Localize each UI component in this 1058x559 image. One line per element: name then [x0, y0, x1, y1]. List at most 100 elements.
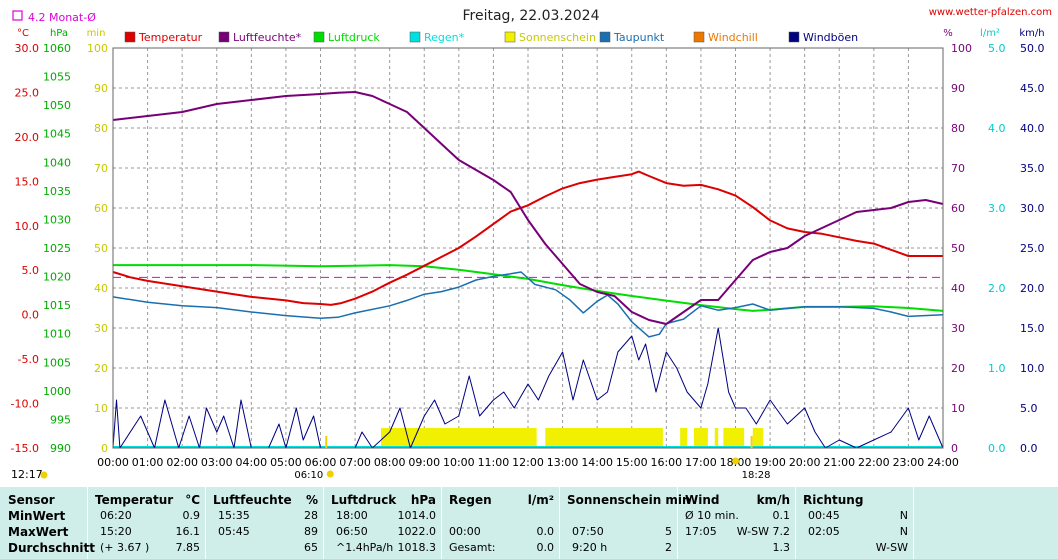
legend-swatch	[313, 31, 325, 43]
tick-label-sun: 60	[94, 202, 108, 215]
tick-label-x: 13:00	[547, 456, 579, 469]
tick-label-rain: 5.0	[988, 42, 1006, 55]
legend-label: Luftdruck	[328, 31, 380, 44]
tick-label-hum: 50	[951, 242, 965, 255]
header-press-unit: hPa	[410, 493, 436, 507]
tick-label-hum: 60	[951, 202, 965, 215]
axis-unit-press: hPa	[50, 28, 68, 39]
tick-label-hum: 10	[951, 402, 965, 415]
axis-unit-temp: °C	[17, 28, 29, 39]
tick-label-press: 1050	[43, 99, 71, 112]
tick-label-wind: 50.0	[1020, 42, 1045, 55]
sunrise-label: 06:10	[294, 470, 323, 481]
axis-unit-wind: km/h	[1019, 28, 1044, 39]
tick-label-sun: 30	[94, 322, 108, 335]
sunrise-sun-icon	[326, 470, 334, 478]
header-temp: Temperatur	[95, 493, 174, 507]
tick-label-x: 17:00	[685, 456, 717, 469]
site-link[interactable]: www.wetter-pfalzen.com	[929, 7, 1052, 18]
tick-label-sun: 100	[87, 42, 108, 55]
tick-label-sun: 80	[94, 122, 108, 135]
table-cell-wind-val: 1.3	[772, 541, 791, 554]
table-cell-dir-val: N	[899, 525, 908, 538]
table-cell-press-val: 1022.0	[397, 525, 437, 538]
legend-swatch	[693, 31, 705, 43]
tick-label-x: 00:00	[97, 456, 129, 469]
legend-label: Windböen	[803, 31, 858, 44]
tick-label-x: 19:00	[754, 456, 786, 469]
table-cell-press-time: 06:50	[336, 525, 368, 538]
legend-label: Luftfeuchte*	[233, 31, 302, 44]
legend-swatch	[124, 31, 136, 43]
tick-label-rain: 4.0	[988, 122, 1006, 135]
table-cell-press-val: 1014.0	[397, 509, 437, 522]
tick-label-rain: 0.0	[988, 442, 1006, 455]
tick-label-x: 06:00	[305, 456, 337, 469]
legend-label: Regen*	[424, 31, 465, 44]
tick-label-press: 1015	[43, 299, 71, 312]
table-cell-temp-time: 15:20	[100, 525, 132, 538]
tick-label-x: 23:00	[893, 456, 925, 469]
tick-label-x: 14:00	[581, 456, 613, 469]
table-cell-hum-val: 28	[304, 509, 318, 522]
current-time-label: 12:17	[11, 468, 43, 481]
tick-label-temp: -5.0	[18, 353, 39, 366]
table-cell-rain-time: Gesamt:	[449, 541, 496, 554]
plot-frame	[112, 47, 944, 449]
axis-unit-hum: %	[943, 28, 953, 39]
tick-label-wind: 40.0	[1020, 122, 1045, 135]
legend-label: Windchill	[708, 31, 758, 44]
tick-label-rain: 2.0	[988, 282, 1006, 295]
series-taupunkt	[112, 271, 944, 338]
table-cell-rain-time: 00:00	[449, 525, 481, 538]
tick-label-hum: 70	[951, 162, 965, 175]
tick-label-wind: 25.0	[1020, 242, 1045, 255]
tick-label-temp: -10.0	[11, 398, 39, 411]
table-cell-temp-time: (+ 3.67 )	[100, 541, 150, 554]
table-cell-label: MaxWert	[8, 525, 69, 539]
table-cell-sun-val: 5	[665, 525, 672, 538]
table-cell-press-time: 18:00	[336, 509, 368, 522]
weather-chart: Freitag, 22.03.2024 www.wetter-pfalzen.c…	[11, 7, 1052, 481]
table-cell-hum-time: 15:35	[218, 509, 250, 522]
legend-label: Taupunkt	[613, 31, 665, 44]
tick-label-press: 1025	[43, 242, 71, 255]
header-dir: Richtung	[803, 493, 864, 507]
tick-label-x: 20:00	[789, 456, 821, 469]
tick-label-wind: 0.0	[1020, 442, 1038, 455]
sunshine-bar	[381, 428, 537, 448]
tick-label-wind: 45.0	[1020, 82, 1045, 95]
tick-label-temp: 10.0	[15, 220, 40, 233]
tick-label-wind: 10.0	[1020, 362, 1045, 375]
header-temp-unit: °C	[185, 493, 200, 507]
header-sun: Sonnenschein min	[567, 493, 691, 507]
table-cell-press-time: ^1.4hPa/h	[336, 541, 394, 554]
axis-unit-rain: l/m²	[980, 28, 1000, 39]
table-cell-dir-time: 00:45	[808, 509, 840, 522]
tick-label-temp: 25.0	[15, 86, 40, 99]
tick-label-hum: 30	[951, 322, 965, 335]
tick-label-press: 1040	[43, 156, 71, 169]
table-cell-temp-time: 06:20	[100, 509, 132, 522]
monat-legend-box	[12, 10, 23, 21]
tick-label-hum: 40	[951, 282, 965, 295]
tick-label-rain: 3.0	[988, 202, 1006, 215]
tick-label-x: 02:00	[166, 456, 198, 469]
current-time-sun-icon	[40, 471, 48, 479]
tick-label-x: 12:00	[512, 456, 544, 469]
table-cell-press-val: 1018.3	[397, 541, 437, 554]
table-cell-dir-val: N	[899, 509, 908, 522]
legend-swatch	[504, 31, 516, 43]
tick-label-x: 22:00	[858, 456, 890, 469]
header-hum-unit: %	[305, 493, 318, 507]
tick-label-temp: 0.0	[22, 309, 40, 322]
tick-label-press: 1060	[43, 42, 71, 55]
table-cell-rain-val: 0.0	[536, 541, 555, 554]
table-cell-wind-val: 0.1	[772, 509, 791, 522]
table-cell-hum-time: 05:45	[218, 525, 250, 538]
tick-label-press: 1000	[43, 385, 71, 398]
tick-label-wind: 20.0	[1020, 282, 1045, 295]
tick-label-wind: 15.0	[1020, 322, 1045, 335]
tick-label-wind: 30.0	[1020, 202, 1045, 215]
table-cell-rain-val: 0.0	[536, 525, 555, 538]
